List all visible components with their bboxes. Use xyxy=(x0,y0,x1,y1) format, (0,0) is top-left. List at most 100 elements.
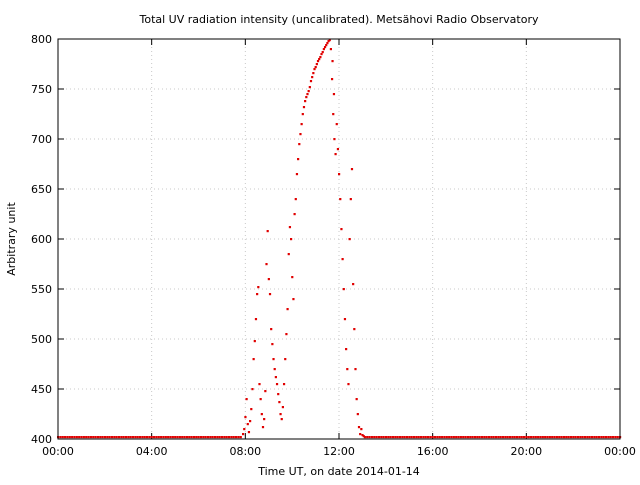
data-point xyxy=(330,78,334,81)
data-point xyxy=(518,436,521,439)
data-point xyxy=(59,436,62,439)
data-point xyxy=(138,436,142,439)
data-point xyxy=(368,436,371,439)
data-point xyxy=(553,436,556,439)
y-tick-label: 700 xyxy=(31,133,52,146)
data-point xyxy=(160,436,163,439)
data-point xyxy=(169,436,172,439)
data-point xyxy=(464,436,467,439)
data-point xyxy=(366,436,369,439)
data-point xyxy=(362,435,365,438)
data-point xyxy=(419,436,423,439)
data-point xyxy=(279,413,282,416)
data-point xyxy=(305,96,308,99)
data-point xyxy=(339,198,342,201)
data-point xyxy=(232,436,235,439)
data-point xyxy=(295,173,299,176)
data-point xyxy=(555,436,558,439)
data-point xyxy=(546,436,549,439)
data-point xyxy=(120,436,123,439)
data-point xyxy=(343,318,347,321)
data-point xyxy=(274,376,277,379)
data-point xyxy=(384,436,388,439)
data-point xyxy=(328,39,331,42)
data-point xyxy=(574,436,577,439)
data-point xyxy=(82,436,85,439)
data-point xyxy=(341,258,344,261)
data-point xyxy=(391,436,395,439)
data-point xyxy=(348,238,351,241)
data-point xyxy=(318,58,321,61)
data-point xyxy=(347,383,350,386)
data-point xyxy=(75,436,78,439)
data-point xyxy=(68,436,71,439)
data-point xyxy=(183,436,186,439)
data-point xyxy=(323,46,327,49)
data-point xyxy=(297,158,300,161)
data-point xyxy=(408,436,411,439)
data-point xyxy=(286,308,289,311)
data-point xyxy=(534,436,537,439)
data-point xyxy=(590,436,594,439)
data-point xyxy=(345,348,348,351)
data-point xyxy=(355,398,358,401)
data-point xyxy=(190,436,193,439)
data-point xyxy=(185,436,188,439)
x-tick-label: 08:00 xyxy=(229,445,261,458)
data-point xyxy=(264,390,267,393)
data-point xyxy=(117,436,121,439)
data-point xyxy=(199,436,203,439)
data-point xyxy=(614,436,617,439)
data-point xyxy=(260,413,263,416)
data-point xyxy=(532,436,535,439)
data-point xyxy=(346,368,349,371)
data-point xyxy=(326,42,329,45)
data-point xyxy=(96,436,100,439)
data-point xyxy=(353,328,356,331)
data-point xyxy=(429,436,432,439)
data-point xyxy=(131,436,135,439)
data-point xyxy=(61,436,64,439)
data-point xyxy=(195,436,198,439)
x-tick-label: 04:00 xyxy=(136,445,168,458)
data-point xyxy=(313,68,316,71)
data-point xyxy=(583,436,587,439)
data-point xyxy=(181,436,184,439)
data-point xyxy=(394,436,397,439)
data-point xyxy=(539,436,542,439)
data-point xyxy=(377,436,381,439)
data-point xyxy=(541,436,544,439)
data-point xyxy=(302,106,306,109)
data-point xyxy=(501,436,505,439)
data-points xyxy=(57,39,622,439)
data-point xyxy=(382,436,385,439)
data-point xyxy=(443,436,446,439)
data-point xyxy=(263,418,266,421)
data-point xyxy=(141,436,144,439)
data-point xyxy=(244,416,247,419)
data-point xyxy=(256,293,259,296)
data-point xyxy=(285,333,288,336)
data-point xyxy=(103,436,107,439)
data-point xyxy=(292,298,295,301)
data-point xyxy=(251,388,254,391)
data-point xyxy=(162,436,165,439)
data-point xyxy=(227,436,231,439)
data-point xyxy=(167,436,170,439)
data-point xyxy=(171,436,174,439)
data-point xyxy=(485,436,488,439)
data-point xyxy=(298,143,301,146)
data-point xyxy=(450,436,453,439)
data-point xyxy=(294,198,297,201)
data-point xyxy=(492,436,495,439)
x-tick-label: 12:00 xyxy=(323,445,355,458)
data-point xyxy=(593,436,596,439)
data-point xyxy=(192,436,196,439)
x-tick-label: 20:00 xyxy=(510,445,542,458)
data-point xyxy=(607,436,610,439)
data-point xyxy=(576,436,580,439)
data-point xyxy=(108,436,111,439)
data-point xyxy=(80,436,83,439)
data-point xyxy=(340,228,343,231)
